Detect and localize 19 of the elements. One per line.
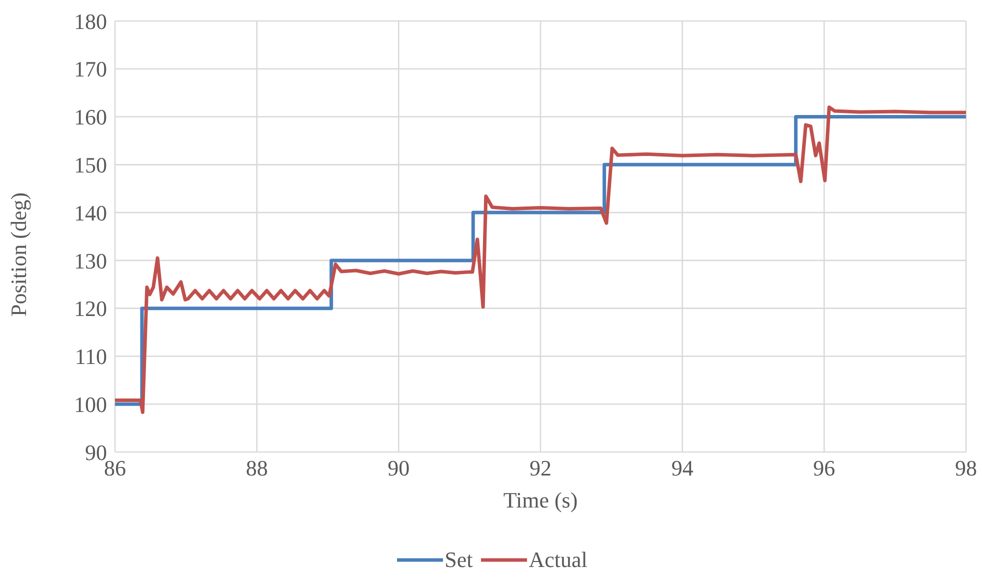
x-tick-label: 96 xyxy=(813,456,836,481)
legend-label: Actual xyxy=(528,547,588,573)
x-tick-label: 92 xyxy=(530,456,552,481)
x-axis-title: Time (s) xyxy=(503,488,578,513)
x-tick-label: 98 xyxy=(955,456,977,481)
x-tick-label: 90 xyxy=(388,456,410,481)
y-axis-title: Position (deg) xyxy=(6,192,31,316)
x-tick-label: 94 xyxy=(671,456,694,481)
y-tick-label: 100 xyxy=(74,392,107,417)
y-tick-label: 110 xyxy=(74,344,107,370)
y-tick-label: 160 xyxy=(74,104,107,130)
y-tick-label: 150 xyxy=(74,152,107,178)
y-tick-label: 180 xyxy=(74,8,107,34)
y-tick-label: 170 xyxy=(74,56,107,82)
y-tick-label: 140 xyxy=(74,200,107,226)
y-tick-label: 130 xyxy=(74,248,107,274)
x-tick-label: 88 xyxy=(246,456,268,481)
y-tick-label: 120 xyxy=(74,296,107,322)
legend-label: Set xyxy=(444,547,473,573)
